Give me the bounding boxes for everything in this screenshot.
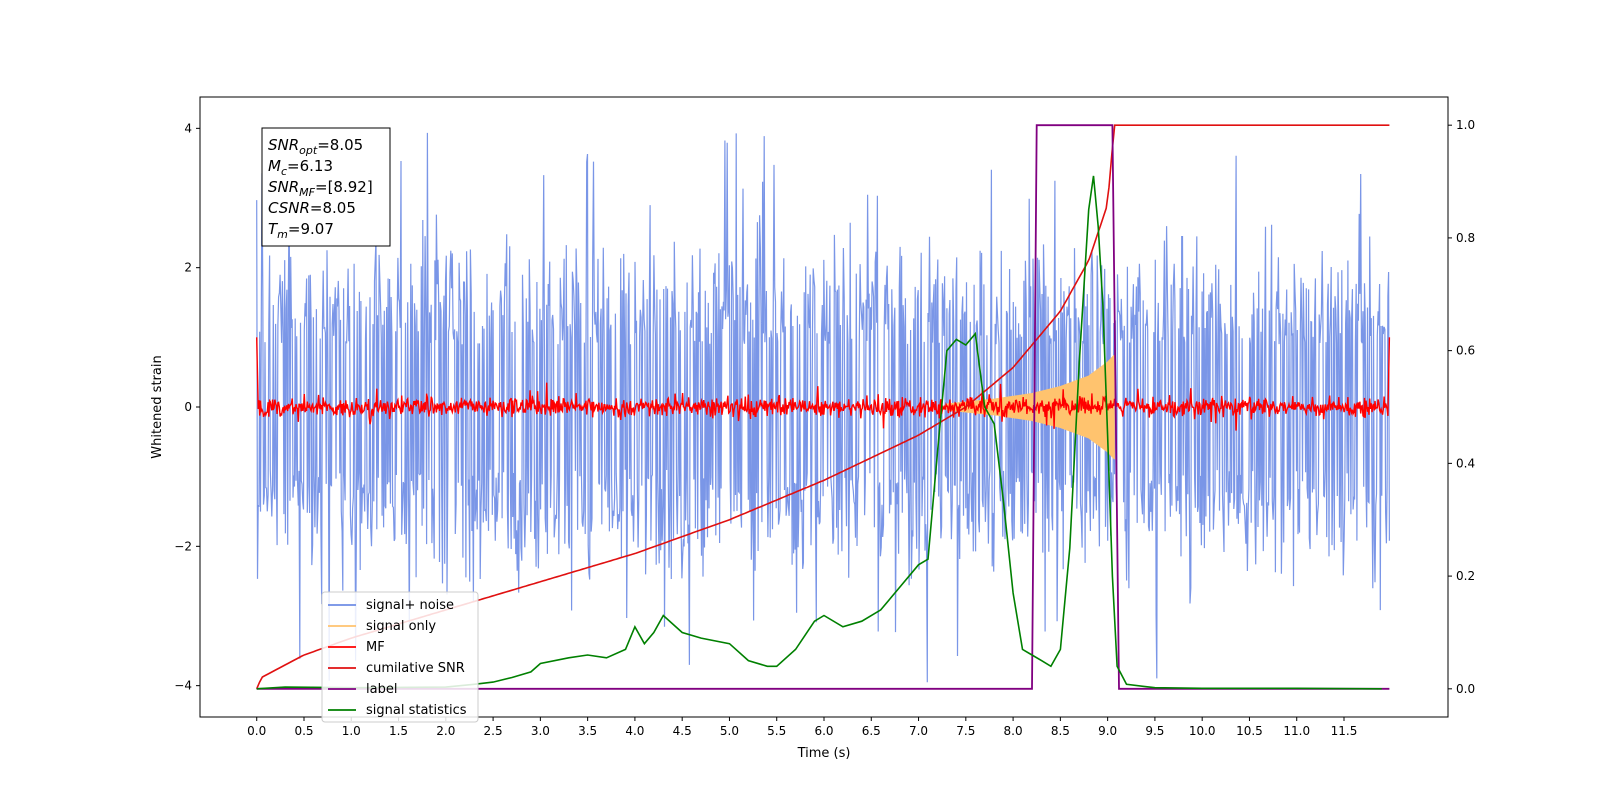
y-axis-label: Whitened strain bbox=[150, 355, 165, 458]
series-signal-only bbox=[946, 354, 1115, 460]
y2-tick-label: 0.0 bbox=[1456, 682, 1475, 696]
x-tick-label: 6.5 bbox=[862, 724, 881, 738]
annotation-line: Tm=9.07 bbox=[268, 220, 334, 241]
x-tick-label: 11.5 bbox=[1331, 724, 1358, 738]
x-tick-label: 8.5 bbox=[1051, 724, 1070, 738]
axis-layer: 0.0 0.5 1.0 1.5 2.0 2.5 3.0 3.5 4.0 4.5 5.0 5.5 6.0 6… bbox=[174, 118, 1475, 738]
x-tick-label: 5.0 bbox=[720, 724, 739, 738]
annotation-line: CSNR=8.05 bbox=[268, 199, 356, 217]
x-tick-label: 3.5 bbox=[578, 724, 597, 738]
series-signal-statistics bbox=[256, 175, 1382, 690]
x-tick-label: 1.5 bbox=[389, 724, 408, 738]
annotation-line: SNRMF=[8.92] bbox=[268, 178, 373, 199]
x-tick-label: 3.0 bbox=[531, 724, 550, 738]
legend-entry-label: cumilative SNR bbox=[366, 661, 465, 676]
x-tick-label: 2.0 bbox=[436, 724, 455, 738]
y-tick-label: 2 bbox=[184, 261, 192, 275]
x-tick-label: 7.0 bbox=[909, 724, 928, 738]
x-tick-label: 2.5 bbox=[484, 724, 503, 738]
series-label bbox=[256, 124, 1390, 690]
x-tick-label: 5.5 bbox=[767, 724, 786, 738]
y-tick-label: 4 bbox=[184, 121, 192, 135]
legend-entry-label: MF bbox=[366, 640, 385, 655]
y2-tick-label: 0.4 bbox=[1456, 456, 1475, 470]
y-tick-label: −4 bbox=[174, 679, 192, 693]
x-tick-label: 10.0 bbox=[1189, 724, 1216, 738]
x-axis-label: Time (s) bbox=[797, 746, 851, 761]
annotation-line: Mc=6.13 bbox=[268, 157, 333, 178]
x-tick-label: 6.0 bbox=[814, 724, 833, 738]
y2-tick-label: 1.0 bbox=[1456, 118, 1475, 132]
y2-tick-label: 0.6 bbox=[1456, 344, 1475, 358]
x-tick-label: 9.5 bbox=[1145, 724, 1164, 738]
x-tick-label: 4.0 bbox=[625, 724, 644, 738]
legend-entry-label: signal only bbox=[366, 619, 436, 634]
x-tick-label: 10.5 bbox=[1236, 724, 1263, 738]
x-tick-label: 4.5 bbox=[673, 724, 692, 738]
x-tick-label: 1.0 bbox=[342, 724, 361, 738]
x-tick-label: 7.5 bbox=[956, 724, 975, 738]
legend-entry-label: label bbox=[366, 682, 397, 697]
x-tick-label: 0.0 bbox=[247, 724, 266, 738]
x-tick-label: 9.0 bbox=[1098, 724, 1117, 738]
legend-entry-label: signal statistics bbox=[366, 703, 467, 718]
legend-entry-label: signal+ noise bbox=[366, 598, 454, 613]
y2-tick-label: 0.8 bbox=[1456, 231, 1475, 245]
legend: signal+ noise signal only MF cumilative SNR… bbox=[321, 591, 479, 723]
annotation-line: SNRopt=8.05 bbox=[268, 136, 363, 157]
y-tick-label: −2 bbox=[174, 539, 192, 553]
y-tick-label: 0 bbox=[184, 400, 192, 414]
y2-tick-label: 0.2 bbox=[1456, 569, 1475, 583]
x-tick-label: 0.5 bbox=[294, 724, 313, 738]
x-tick-label: 11.0 bbox=[1283, 724, 1310, 738]
annotation-frame bbox=[261, 127, 391, 247]
series-mf bbox=[256, 337, 1391, 431]
series-signal-noise bbox=[256, 132, 1391, 683]
legend-frame bbox=[321, 591, 479, 723]
x-tick-label: 8.0 bbox=[1004, 724, 1023, 738]
